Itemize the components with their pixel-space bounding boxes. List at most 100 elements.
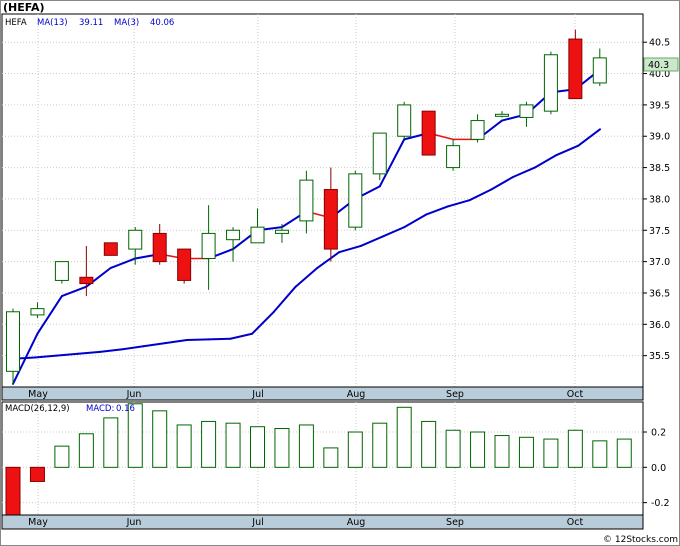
macd-bar [543,438,559,468]
candle-body [372,132,387,175]
price-y-tick-label: 38.5 [649,163,670,174]
macd-histogram [5,403,632,516]
ma13-segment [381,226,406,238]
chart-title: (HEFA) [3,1,45,14]
ma3-segment [60,285,88,298]
macd-bar [518,436,534,468]
ma13-segment [251,310,275,335]
price-y-tick-label: 35.5 [649,351,670,362]
price-x-tick-label: Sep [446,389,464,400]
macd-bar [176,424,192,468]
ma13-segment [33,354,58,359]
candle-body [421,110,436,156]
credit-text: © 12Stocks.com [603,535,678,545]
candle [446,139,461,171]
candle [372,132,387,181]
last-price-tag: 40.3 [643,57,679,72]
candle-body [323,189,338,250]
price-y-tick-label: 38.0 [649,194,670,205]
price-x-tick-label: Aug [347,389,366,400]
macd-bar [78,433,94,468]
legend-ma3-label: MA(3) [114,18,139,28]
ma3-segment [36,295,63,335]
ma13-segment [98,348,123,353]
macd-bar [421,420,437,468]
price-x-tick-label: Jun [126,389,142,400]
candle-body [470,120,485,140]
ma13-segment [446,199,471,208]
macd-bar [323,447,339,468]
macd-x-axis-band [1,514,644,530]
candle [6,308,20,384]
candle-body [6,311,20,372]
ma13-segment [77,350,101,355]
ma13-segment [294,266,319,288]
macd-bar [225,422,241,468]
candle [495,111,509,118]
macd-y-tick-label: -0.2 [651,498,670,509]
last-price-box [643,57,679,72]
ma3-segment [109,257,137,269]
macd-legend-macd-value: 0.16 [116,404,135,414]
candle-body [152,232,167,263]
candle-body [177,248,192,281]
candle [152,224,167,265]
ma13-segment [425,205,449,216]
macd-bar [127,403,143,468]
ma13-segment [555,144,580,157]
macd-x-axis: May Jun Jul Aug Sep Oct [28,517,583,528]
candle [519,101,534,127]
macd-bar [445,429,461,468]
macd-x-tick-label: Sep [446,517,464,528]
price-panel [1,13,644,388]
macd-bar [29,466,45,482]
candle-body [495,113,509,117]
macd-bar [298,424,314,468]
ma13-segment [468,188,493,202]
candle [470,114,485,143]
legend-ma13-label: MA(13) [37,18,68,28]
candle [128,227,143,265]
macd-bar [201,420,217,468]
candle [30,302,45,319]
macd-bar [372,422,388,468]
candle [54,261,69,284]
macd-y-tick-label: 0.2 [651,428,666,439]
candle [201,205,216,290]
price-y-tick-label: 39.5 [649,100,670,111]
price-y-axis: 35.5 36.0 36.5 37.0 37.5 38.0 38.5 39.0 39.5 40.0… [643,38,670,362]
price-x-axis-band [1,386,644,401]
price-x-tick-label: Oct [567,389,584,400]
macd-x-tick-label: Aug [347,517,366,528]
last-price-label: 40.3 [648,60,669,71]
candle-body [79,276,94,285]
ma3-segment [12,332,39,385]
candle [323,167,338,262]
macd-x-tick-label: May [28,517,48,528]
ma13-segment [272,285,297,313]
price-x-tick-label: May [28,389,48,400]
price-y-tick-label: 40.5 [649,38,670,49]
candle-body [250,226,265,244]
price-y-tick-label: 36.0 [649,320,670,331]
price-x-tick-label: Jul [251,389,263,400]
candle [177,248,192,284]
macd-legend-macd-label: MACD: [86,404,114,414]
legend-ma13-value: 39.11 [79,18,103,28]
candle [543,51,558,115]
candle-body [54,261,69,281]
macd-bar [567,429,583,468]
candle [79,245,94,297]
macd-bar [5,466,21,516]
macd-legend-label: MACD(26,12,9) [5,404,70,414]
ma13-segment [207,337,232,341]
macd-x-tick-label: Jul [251,517,263,528]
ma13-segment [164,338,188,345]
ma13-segment [120,345,145,351]
candle-body [397,104,412,137]
candle-body [543,54,558,112]
candle-body [568,38,583,100]
candle-body [299,179,314,222]
ma13-segment [55,352,80,357]
